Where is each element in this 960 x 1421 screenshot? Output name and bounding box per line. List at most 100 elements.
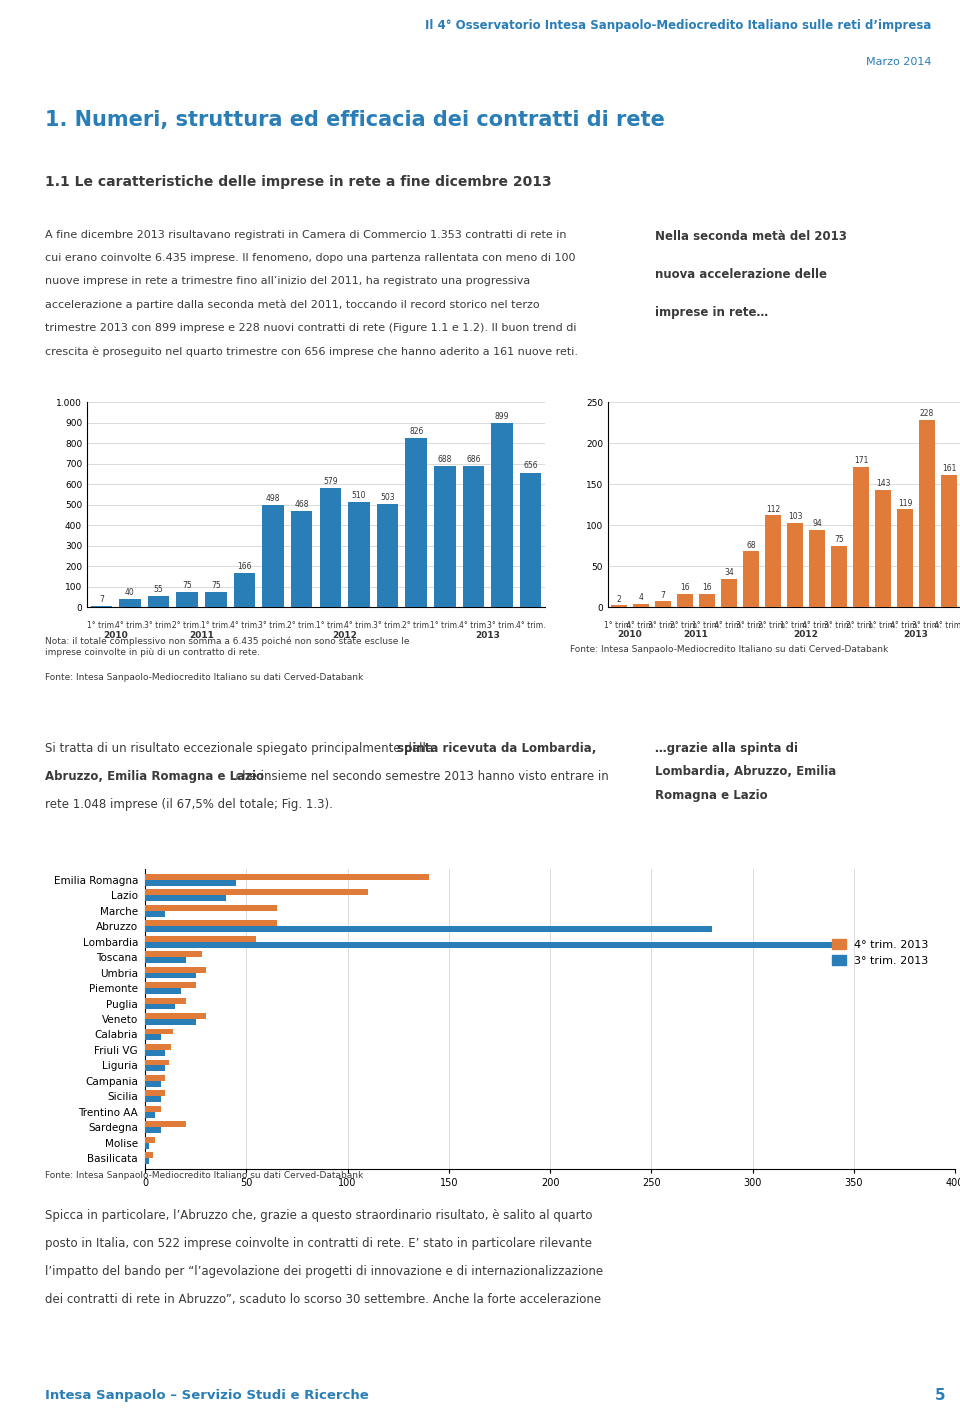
Bar — [145, 1081, 161, 1087]
Text: Fig. 1.3 - Evoluzione del numero di imprese in rete per regione e trimestre: Fig. 1.3 - Evoluzione del numero di impr… — [50, 853, 490, 863]
Text: 4° trim.: 4° trim. — [934, 621, 960, 630]
Text: spinta ricevuta da Lombardia,: spinta ricevuta da Lombardia, — [397, 742, 596, 755]
Text: 119: 119 — [898, 499, 912, 507]
Text: 4° trim.: 4° trim. — [516, 621, 545, 630]
Bar — [145, 982, 196, 988]
Bar — [145, 880, 236, 885]
Text: trimestre 2013 con 899 imprese e 228 nuovi contratti di rete (Figure 1.1 e 1.2).: trimestre 2013 con 899 imprese e 228 nuo… — [45, 323, 577, 333]
Text: A fine dicembre 2013 risultavano registrati in Camera di Commercio 1.353 contrat: A fine dicembre 2013 risultavano registr… — [45, 230, 566, 240]
Text: 4° trim.: 4° trim. — [714, 621, 744, 630]
Text: 1° trim.: 1° trim. — [604, 621, 634, 630]
Legend: 4° trim. 2013, 3° trim. 2013: 4° trim. 2013, 3° trim. 2013 — [828, 935, 933, 971]
Text: crescita è proseguito nel quarto trimestre con 656 imprese che hanno aderito a 1: crescita è proseguito nel quarto trimest… — [45, 347, 578, 357]
Bar — [463, 466, 484, 607]
Text: 16: 16 — [681, 583, 690, 593]
Text: 94: 94 — [812, 519, 822, 529]
Bar — [743, 551, 759, 607]
Text: 1.1 Le caratteristiche delle imprese in rete a fine dicembre 2013: 1.1 Le caratteristiche delle imprese in … — [45, 175, 552, 189]
Bar — [808, 530, 826, 607]
Text: 4° trim.: 4° trim. — [459, 621, 489, 630]
Text: 171: 171 — [853, 456, 868, 465]
Bar — [145, 988, 181, 993]
Text: Fonte: Intesa Sanpaolo-Mediocredito Italiano su dati Cerved-Databank: Fonte: Intesa Sanpaolo-Mediocredito Ital… — [45, 672, 363, 682]
Bar — [90, 605, 112, 607]
Text: rete 1.048 imprese (il 67,5% del totale; Fig. 1.3).: rete 1.048 imprese (il 67,5% del totale;… — [45, 799, 333, 811]
Text: 686: 686 — [467, 455, 481, 465]
Bar — [830, 546, 848, 607]
Bar — [852, 466, 869, 607]
Text: dei contratti di rete in Abruzzo”, scaduto lo scorso 30 settembre. Anche la fort: dei contratti di rete in Abruzzo”, scadu… — [45, 1293, 601, 1306]
Bar — [145, 1050, 165, 1056]
Text: 4° trim.: 4° trim. — [115, 621, 145, 630]
Text: 899: 899 — [494, 412, 510, 421]
Text: …grazie alla spinta di: …grazie alla spinta di — [655, 742, 798, 755]
Bar — [633, 604, 649, 607]
Bar — [145, 926, 712, 932]
Text: 2011: 2011 — [189, 631, 214, 639]
Text: 228: 228 — [920, 409, 934, 418]
Text: Si tratta di un risultato eccezionale spiegato principalmente dalla: Si tratta di un risultato eccezionale sp… — [45, 742, 437, 755]
Bar — [145, 1142, 149, 1148]
Text: Spicca in particolare, l’Abruzzo che, grazie a questo straordinario risultato, è: Spicca in particolare, l’Abruzzo che, gr… — [45, 1209, 592, 1222]
Bar — [145, 1106, 161, 1111]
Text: 75: 75 — [182, 581, 192, 590]
Bar — [145, 1090, 165, 1097]
Bar — [145, 890, 368, 895]
Text: 4° trim.: 4° trim. — [803, 621, 831, 630]
Bar — [145, 1121, 185, 1127]
Text: 55: 55 — [154, 584, 163, 594]
Text: 1° trim.: 1° trim. — [692, 621, 722, 630]
Text: Fonte: Intesa Sanpaolo-Mediocredito Italiano su dati Cerved-Databank: Fonte: Intesa Sanpaolo-Mediocredito Ital… — [45, 1171, 363, 1179]
Text: 68: 68 — [746, 540, 756, 550]
Text: 4° trim.: 4° trim. — [229, 621, 259, 630]
Text: 4: 4 — [638, 593, 643, 603]
Text: Fig. 1.1 - Numero di imprese in rete per trimestre: Fig. 1.1 - Numero di imprese in rete per… — [50, 387, 343, 396]
Bar — [145, 911, 165, 917]
Text: 1° trim.: 1° trim. — [868, 621, 898, 630]
Text: imprese in rete…: imprese in rete… — [655, 306, 768, 318]
Bar — [492, 422, 513, 607]
Bar — [348, 503, 370, 607]
Text: 161: 161 — [942, 465, 956, 473]
Bar — [145, 951, 202, 958]
Text: Marzo 2014: Marzo 2014 — [866, 57, 931, 67]
Bar — [291, 512, 312, 607]
Text: 2012: 2012 — [332, 631, 357, 639]
Text: Abruzzo, Emilia Romagna e Lazio: Abruzzo, Emilia Romagna e Lazio — [45, 770, 264, 783]
Text: 3° trim.: 3° trim. — [144, 621, 174, 630]
Text: 498: 498 — [266, 495, 280, 503]
Text: accelerazione a partire dalla seconda metà del 2011, toccando il record storico : accelerazione a partire dalla seconda me… — [45, 300, 540, 310]
Bar — [145, 1060, 169, 1066]
Text: 143: 143 — [876, 479, 890, 487]
Text: 7: 7 — [99, 594, 104, 604]
Bar — [145, 1034, 161, 1040]
Bar — [919, 421, 935, 607]
Bar — [721, 580, 737, 607]
Text: 503: 503 — [380, 493, 395, 502]
Text: Nella seconda metà del 2013: Nella seconda metà del 2013 — [655, 230, 847, 243]
Bar — [520, 473, 541, 607]
Text: l’impatto del bando per “l’agevolazione dei progetti di innovazione e di interna: l’impatto del bando per “l’agevolazione … — [45, 1265, 603, 1277]
Bar — [377, 504, 398, 607]
Text: 2° trim.: 2° trim. — [758, 621, 788, 630]
Text: 2° trim.: 2° trim. — [173, 621, 202, 630]
Text: Fig. 1.2 - Numero di contratti di rete registrati per trimestre: Fig. 1.2 - Numero di contratti di rete r… — [574, 387, 930, 396]
Text: 1° trim.: 1° trim. — [202, 621, 230, 630]
Text: 103: 103 — [788, 512, 803, 522]
Bar — [145, 936, 256, 942]
Bar — [205, 591, 227, 607]
Text: 2011: 2011 — [684, 630, 708, 639]
Bar — [145, 1111, 156, 1118]
Bar — [145, 905, 276, 911]
Text: 4° trim.: 4° trim. — [626, 621, 656, 630]
Text: 1° trim.: 1° trim. — [316, 621, 345, 630]
Bar — [611, 605, 627, 607]
Text: 468: 468 — [295, 500, 309, 509]
Text: 16: 16 — [702, 583, 711, 593]
Text: Romagna e Lazio: Romagna e Lazio — [655, 789, 768, 801]
Bar — [145, 1019, 196, 1025]
Text: 40: 40 — [125, 588, 134, 597]
Bar — [655, 601, 671, 607]
Bar — [145, 895, 226, 901]
Text: 3° trim.: 3° trim. — [258, 621, 288, 630]
